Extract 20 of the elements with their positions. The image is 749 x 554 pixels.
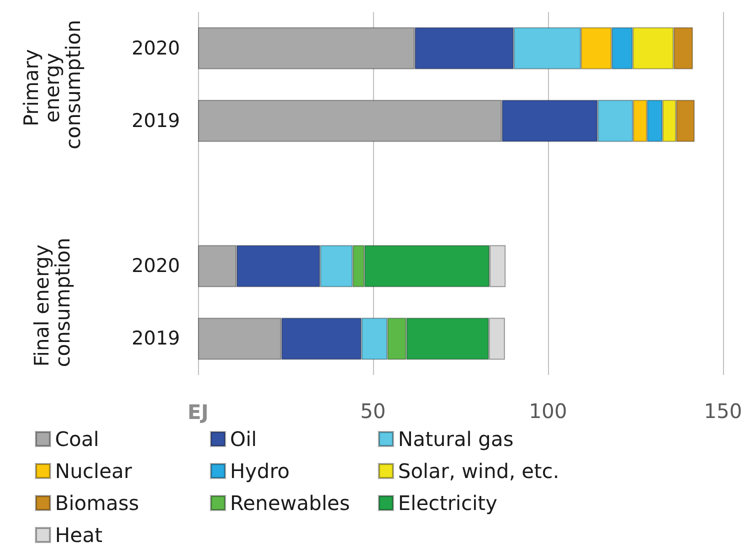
y-tick-label: 2019 [132,110,180,132]
legend-label: Electricity [398,491,498,515]
x-tick-label: 50 [360,399,386,423]
legend-label: Renewables [230,491,350,515]
legend-label: Solar, wind, etc. [398,459,560,483]
y-tick-label: 2020 [132,255,180,278]
text: Primary energy consumption [19,20,85,150]
text: Final energy consumption [30,238,74,368]
legend-label: Hydro [230,459,290,483]
legend-label: Oil [230,427,257,451]
legend-label: Heat [55,523,103,547]
legend-label: Nuclear [55,459,133,483]
legend-label: Coal [55,427,100,451]
legend-label: Biomass [55,491,140,515]
y-tick-label: 2020 [132,37,180,60]
x-tick-label: 150 [704,399,742,423]
x-axis-title: EJ [187,400,209,424]
y-tick-label: 2019 [132,328,180,350]
legend-label: Natural gas [398,427,514,451]
x-tick-label: 100 [528,399,568,423]
